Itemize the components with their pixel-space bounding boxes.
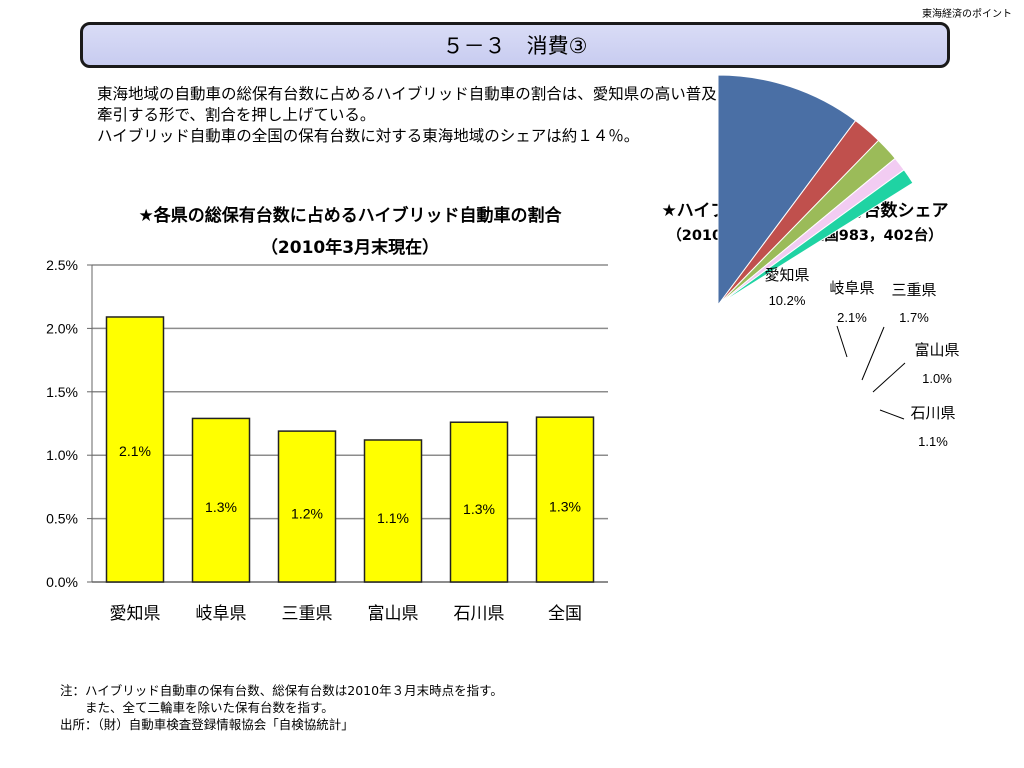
- pie-slice-name: 愛知県: [764, 266, 809, 284]
- bar: [105, 316, 165, 583]
- pie-slice-name: 岐阜県: [829, 279, 874, 297]
- bar: [363, 439, 423, 583]
- bar: [277, 430, 337, 583]
- pie-slice-value: 10.2%: [769, 293, 806, 308]
- pie-leader-line: [836, 325, 848, 358]
- summary-line-3: ハイブリッド自動車の全国の保有台数に対する東海地域のシェアは約１４％。: [97, 127, 640, 145]
- bar-chart-title: ★各県の総保有台数に占めるハイブリッド自動車の割合 （2010年3月末現在）: [80, 200, 620, 264]
- summary: 東海地域の自動車の総保有台数に占めるハイブリッド自動車の割合は、愛知県の高い普及…: [97, 84, 947, 147]
- pie-slice: [717, 169, 914, 306]
- bar: [191, 417, 251, 583]
- x-tick-label: 三重県: [282, 604, 333, 624]
- header-tag: 東海経済のポイント: [922, 9, 1012, 20]
- y-tick-label: 2.0%: [46, 320, 78, 336]
- pie-slice-value: 1.1%: [918, 434, 948, 449]
- x-tick-label: 石川県: [454, 604, 505, 624]
- page-title: ５－３ 消費③: [80, 22, 950, 68]
- bar: [449, 421, 509, 583]
- pie-slice-value: 1.0%: [922, 371, 952, 386]
- x-tick-label: 富山県: [368, 604, 419, 624]
- pie-leader-line: [861, 326, 885, 381]
- pie-slice-value: 2.1%: [837, 310, 867, 325]
- bar-data-label: 1.3%: [463, 501, 495, 517]
- pie-slice: [717, 74, 857, 307]
- note-line-2: また、全て二輪車を除いた保有台数を指す。: [85, 700, 334, 715]
- x-tick-label: 岐阜県: [196, 604, 247, 624]
- note-line-1: 注：ハイブリッド自動車の保有台数、総保有台数は2010年３月末時点を指す。: [60, 683, 503, 698]
- y-tick-label: 0.5%: [46, 511, 78, 527]
- y-tick-label: 1.0%: [46, 447, 78, 463]
- pie-slice-name: 富山県: [914, 341, 959, 359]
- pie-leader-line: [872, 362, 906, 393]
- bar-chart-title-line-2: （2010年3月末現在）: [260, 238, 440, 258]
- summary-line-1: 東海地域の自動車の総保有台数に占めるハイブリッド自動車の割合は、愛知県の高い普及…: [97, 85, 748, 103]
- bar-data-label: 1.3%: [549, 499, 581, 515]
- bar-data-label: 1.3%: [205, 499, 237, 515]
- notes: 注：ハイブリッド自動車の保有台数、総保有台数は2010年３月末時点を指す。 また…: [60, 682, 503, 733]
- pie-slice-value: 1.7%: [899, 310, 929, 325]
- y-tick-label: 1.5%: [46, 384, 78, 400]
- x-tick-label: 全国: [548, 604, 582, 624]
- x-tick-label: 愛知県: [110, 604, 161, 624]
- pie-slice-name: 三重県: [891, 281, 936, 299]
- bar-data-label: 2.1%: [119, 443, 151, 459]
- bar-chart-title-line-1: ★各県の総保有台数に占めるハイブリッド自動車の割合: [138, 206, 562, 226]
- bar-data-label: 1.2%: [291, 506, 323, 522]
- bar-data-label: 1.1%: [377, 510, 409, 526]
- y-tick-label: 0.0%: [46, 574, 78, 590]
- summary-line-2: 牽引する形で、割合を押し上げている。: [97, 106, 376, 124]
- pie-slice-name: 石川県: [910, 404, 955, 422]
- bar: [535, 416, 595, 583]
- y-tick-label: 2.5%: [46, 257, 78, 273]
- pie-leader-line: [879, 409, 905, 420]
- source-line: 出所：（財）自動車検査登録情報協会「自検協統計」: [60, 717, 354, 732]
